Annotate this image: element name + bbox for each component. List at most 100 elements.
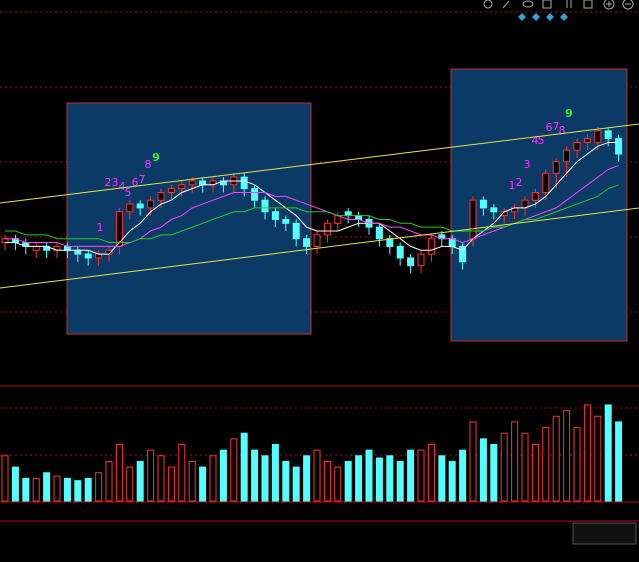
volume-bar [375, 457, 383, 502]
candle-body [459, 245, 467, 263]
candle-body [292, 222, 300, 240]
volume-bar [95, 472, 103, 502]
volume-bar [167, 466, 175, 502]
candle-body [615, 138, 623, 155]
candle-body [583, 138, 591, 143]
moving-average [5, 184, 619, 244]
volume-bar [344, 460, 352, 502]
highlight-box [66, 102, 312, 335]
sequence-label: 3 [524, 158, 531, 171]
sequence-label: 1 [97, 221, 104, 234]
candle-body [490, 207, 498, 213]
volume-bar [542, 427, 550, 502]
volume-bar [1, 455, 9, 502]
candle-body [552, 161, 560, 174]
candle-body [32, 245, 40, 251]
volume-bar [105, 460, 113, 502]
volume-bar [459, 449, 467, 502]
volume-bar [573, 427, 581, 502]
candle-body [251, 188, 259, 201]
sequence-label: 8 [559, 124, 566, 137]
volume-bar [563, 410, 571, 502]
candle-body [157, 192, 165, 201]
indicator-button[interactable] [572, 522, 637, 545]
candle-body [563, 149, 571, 163]
candle-body [573, 141, 581, 151]
candle-body [261, 199, 269, 213]
volume-bar [355, 455, 363, 502]
highlight-box [450, 68, 628, 342]
volume-bar [11, 466, 19, 502]
candle-body [84, 253, 92, 259]
volume-bar [271, 444, 279, 502]
sequence-label: 5 [125, 186, 132, 199]
sequence-label: 2 [516, 176, 523, 189]
volume-bar [313, 449, 321, 502]
candle-body [604, 130, 612, 140]
sequence-label: 1 [509, 179, 516, 192]
candle-body [355, 215, 363, 220]
volume-bar [417, 449, 425, 502]
candle-body [282, 218, 290, 224]
sequence-label: 2 [105, 176, 112, 189]
candle-body [188, 180, 196, 186]
volume-bar [199, 466, 207, 502]
candle-body [178, 184, 186, 190]
volume-bar [230, 438, 238, 502]
volume-bar [240, 432, 248, 502]
sequence-label: 6 [132, 176, 139, 189]
volume-bar [334, 466, 342, 502]
toolbar-icons[interactable] [483, 0, 634, 10]
volume-bar [521, 432, 529, 502]
candle-body [427, 238, 435, 255]
volume-bar [84, 477, 92, 502]
candle-body [303, 238, 311, 247]
volume-bar [261, 455, 269, 502]
volume-bar [552, 415, 560, 502]
volume-bar [43, 472, 51, 502]
candle-body [479, 199, 487, 209]
volume-bar [53, 475, 61, 502]
sequence-label: 7 [139, 173, 146, 186]
volume-bar [323, 460, 331, 502]
candle-body [323, 222, 331, 236]
volume-bar [63, 477, 71, 502]
volume-bar [32, 477, 40, 502]
candle-body [469, 199, 477, 240]
candle-body [147, 199, 155, 209]
volume-bar [407, 449, 415, 502]
volume-bar [604, 404, 612, 502]
candle-body [136, 203, 144, 209]
volume-bar [615, 421, 623, 502]
volume-bar [479, 438, 487, 502]
volume-bar [115, 444, 123, 502]
volume-bar [251, 449, 259, 502]
candle-body [199, 180, 207, 186]
candle-body [167, 188, 175, 193]
candle-body [1, 238, 9, 244]
candle-body [95, 253, 103, 259]
volume-bar [438, 455, 446, 502]
candle-body [126, 203, 134, 213]
candle-body [594, 130, 602, 143]
volume-bar [126, 466, 134, 502]
candle-body [240, 176, 248, 190]
volume-bar [583, 404, 591, 502]
sequence-label: 6 [546, 121, 553, 134]
sequence-label: 7 [553, 120, 560, 133]
candle-body [375, 226, 383, 240]
candle-body [396, 245, 404, 259]
volume-bar [386, 455, 394, 502]
candle-body [344, 211, 352, 217]
sequence-label: 3 [112, 176, 119, 189]
candle-body [313, 234, 321, 247]
sequence-label: 4 [119, 180, 126, 193]
moving-average [5, 141, 619, 255]
toolbar-diamonds [518, 13, 568, 21]
candle-body [531, 192, 539, 201]
volume-bar [511, 421, 519, 502]
volume-bar [531, 444, 539, 502]
volume-bar [303, 455, 311, 502]
volume-bar [178, 444, 186, 502]
